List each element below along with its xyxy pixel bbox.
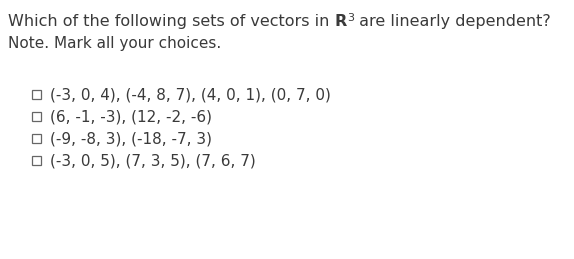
- Text: Note. Mark all your choices.: Note. Mark all your choices.: [8, 36, 221, 51]
- Text: are linearly dependent?: are linearly dependent?: [354, 14, 550, 29]
- Text: (-9, -8, 3), (-18, -7, 3): (-9, -8, 3), (-18, -7, 3): [50, 132, 212, 147]
- Text: R: R: [335, 14, 347, 29]
- Text: 3: 3: [347, 13, 354, 23]
- Text: (-3, 0, 4), (-4, 8, 7), (4, 0, 1), (0, 7, 0): (-3, 0, 4), (-4, 8, 7), (4, 0, 1), (0, 7…: [50, 88, 331, 103]
- Text: (6, -1, -3), (12, -2, -6): (6, -1, -3), (12, -2, -6): [50, 110, 212, 125]
- Text: Which of the following sets of vectors in: Which of the following sets of vectors i…: [8, 14, 335, 29]
- Text: (-3, 0, 5), (7, 3, 5), (7, 6, 7): (-3, 0, 5), (7, 3, 5), (7, 6, 7): [50, 154, 256, 169]
